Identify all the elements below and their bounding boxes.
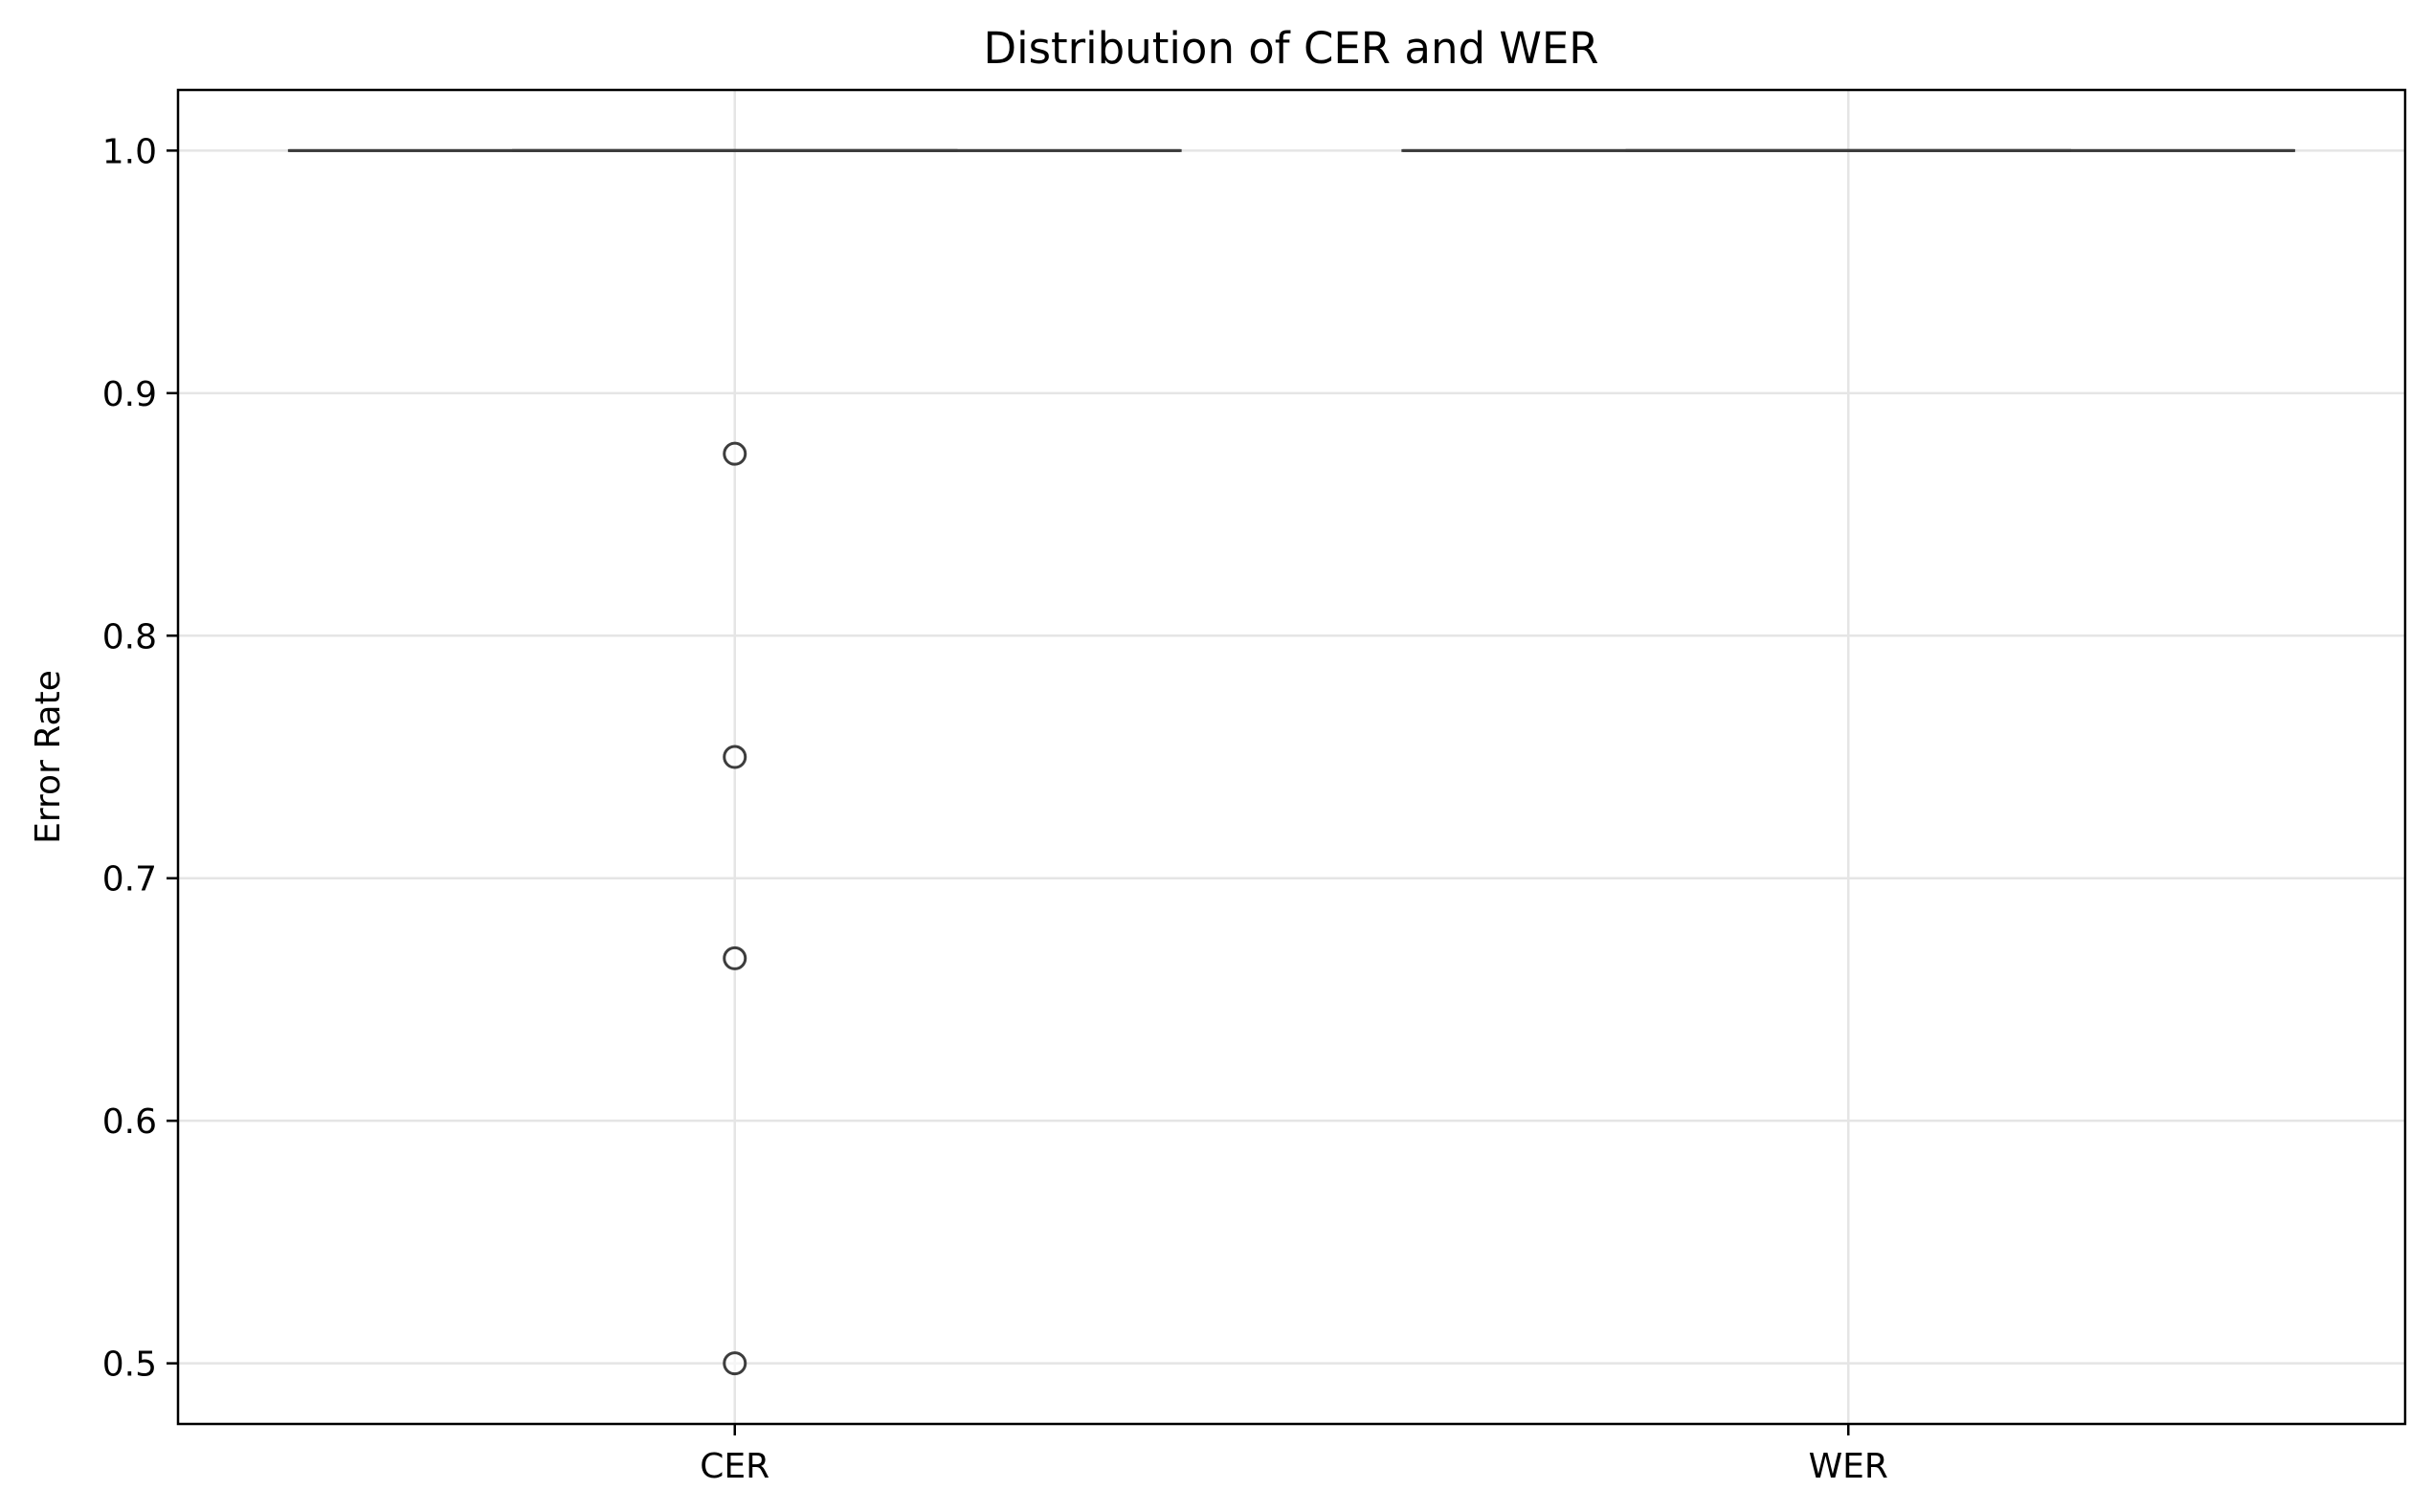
y-tick-label: 0.5 [102, 1345, 157, 1385]
y-tick-label: 1.0 [102, 132, 157, 171]
plot-layer [287, 148, 2296, 1376]
x-tick-label: CER [700, 1447, 769, 1486]
outlier-point [723, 945, 747, 970]
outlier-point [723, 1351, 747, 1376]
y-tick-label: 0.9 [102, 375, 157, 414]
axes-frame [176, 88, 2407, 1426]
outlier-point [723, 745, 747, 769]
tick-layer: 0.5 0.6 0.7 0.8 0.9 1.0 CER WER [102, 132, 1888, 1486]
y-tick-label: 0.8 [102, 617, 157, 656]
x-tick-label: WER [1809, 1447, 1888, 1486]
y-tick-label: 0.6 [102, 1102, 157, 1142]
y-axis-label: Error Rate [29, 670, 68, 844]
chart-title: Distribution of CER and WER [983, 23, 1598, 74]
outlier-point [723, 441, 747, 466]
y-tick-label: 0.7 [102, 860, 157, 900]
box-cer [287, 148, 1182, 1376]
